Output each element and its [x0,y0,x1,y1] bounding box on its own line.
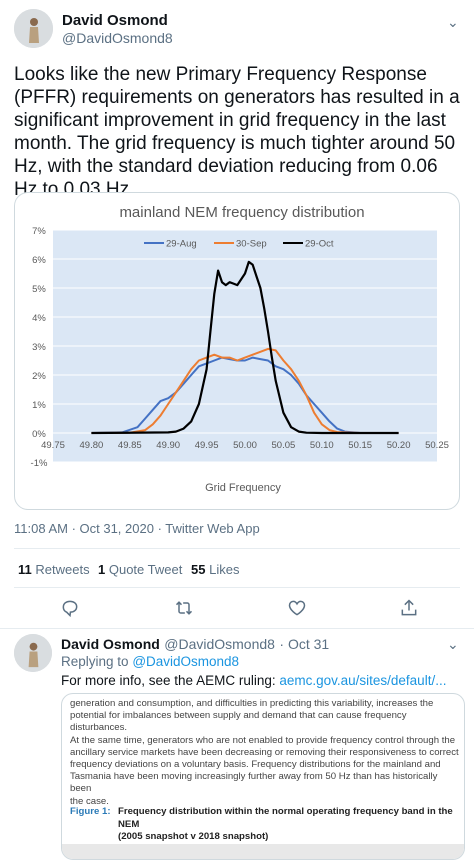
reply-author-name[interactable]: David Osmond [61,636,160,652]
x-tick-label: 50.15 [348,440,372,451]
x-tick-label: 49.95 [195,440,219,451]
excerpt-line: Tasmania have been moving increasingly f… [70,771,438,795]
reply-date[interactable]: · Oct 31 [279,636,330,652]
y-tick-label: 5% [32,284,46,295]
reply-body: For more info, see the AEMC ruling: [61,673,276,688]
replying-to-handle[interactable]: @DavidOsmond8 [132,654,240,669]
retweets-label: Retweets [35,562,90,577]
reply-icon[interactable] [60,598,80,618]
retweet-icon[interactable] [174,598,194,618]
series-line-29-aug [91,356,399,434]
y-tick-label: -1% [31,458,48,469]
series-line-30-sep [91,347,399,434]
x-axis-label: Grid Frequency [205,482,281,494]
x-tick-label: 50.00 [233,440,257,451]
series-line-29-oct [91,260,399,435]
x-tick-label: 49.75 [41,440,65,451]
figure-caption: Figure 1: Frequency distribution within … [70,806,460,844]
y-tick-label: 7% [32,226,46,237]
figure-caption-line-1: Frequency distribution within the normal… [118,806,453,830]
y-tick-label: 2% [32,371,46,382]
excerpt-line: generation and consumption, and difficul… [70,698,434,709]
reply-text: For more info, see the AEMC ruling: aemc… [61,673,446,688]
replying-to-prefix: Replying to [61,654,129,669]
x-tick-label: 50.10 [310,440,334,451]
likes-stat[interactable]: 55 Likes [191,562,239,577]
x-tick-label: 49.80 [80,440,104,451]
figure-preview [62,844,464,859]
reply-author-handle[interactable]: @DavidOsmond8 [164,636,275,652]
replying-to: Replying to @DavidOsmond8 [61,654,239,669]
x-tick-label: 49.85 [118,440,142,451]
y-tick-label: 0% [32,429,46,440]
divider [14,587,460,588]
reply-header: David Osmond @DavidOsmond8 · Oct 31 [61,636,329,654]
x-tick-label: 50.20 [387,440,411,451]
excerpt-line: frequency deviations on a voluntary basi… [70,759,441,771]
author-avatar[interactable] [14,9,53,48]
likes-label: Likes [209,562,240,577]
tweet-timestamp[interactable]: 11:08 AM · Oct 31, 2020 · Twitter Web Ap… [14,521,260,536]
document-excerpt-image[interactable]: generation and consumption, and difficul… [61,693,465,860]
legend-label: 29-Oct [305,239,334,250]
reply-author-avatar[interactable] [14,634,52,672]
divider [0,628,474,629]
tweet-text: Looks like the new Primary Frequency Res… [14,64,460,200]
x-tick-label: 50.05 [272,440,296,451]
quotes-count: 1 [98,562,106,577]
heart-icon[interactable] [287,598,307,618]
retweets-stat[interactable]: 11 Retweets [18,562,90,577]
y-tick-label: 1% [32,400,46,411]
excerpt-line: potential for imbalances between supply … [70,710,407,734]
x-tick-label: 49.90 [156,440,180,451]
author-handle[interactable]: @DavidOsmond8 [62,30,173,46]
excerpt-line: ancillary service markets have been decr… [70,746,459,758]
aemc-link[interactable]: aemc.gov.au/sites/default/... [279,673,447,688]
x-tick-label: 50.25 [425,440,449,451]
frequency-distribution-chart: 7% 6% 5% 4% 3% 2% 1% 0% -1% 49.75 49.80 49.85 49.90… [31,204,449,494]
divider [14,548,460,549]
y-tick-label: 4% [32,313,46,324]
legend-label: 30-Sep [236,239,267,250]
share-icon[interactable] [399,598,419,618]
chart-image[interactable]: 7% 6% 5% 4% 3% 2% 1% 0% -1% 49.75 49.80 49.85 49.90… [14,192,460,510]
likes-count: 55 [191,562,206,577]
more-options-icon[interactable]: ⌄ [447,14,459,30]
quotes-stat[interactable]: 1 Quote Tweet [98,562,182,577]
retweets-count: 11 [18,562,32,577]
excerpt-text: generation and consumption, and difficul… [70,698,460,808]
figure-caption-line-2: (2005 snapshot v 2018 snapshot) [118,831,269,842]
figure-label: Figure 1: [70,806,111,817]
chart-title: mainland NEM frequency distribution [119,204,364,221]
more-options-icon[interactable]: ⌄ [447,636,459,652]
legend-label: 29-Aug [166,239,197,250]
y-tick-label: 6% [32,255,46,266]
author-name[interactable]: David Osmond [62,12,168,29]
quotes-label: Quote Tweet [108,562,183,577]
excerpt-line: the case. [70,795,109,807]
y-tick-label: 3% [32,342,46,353]
excerpt-line: At the same time, generators who are not… [70,734,456,746]
